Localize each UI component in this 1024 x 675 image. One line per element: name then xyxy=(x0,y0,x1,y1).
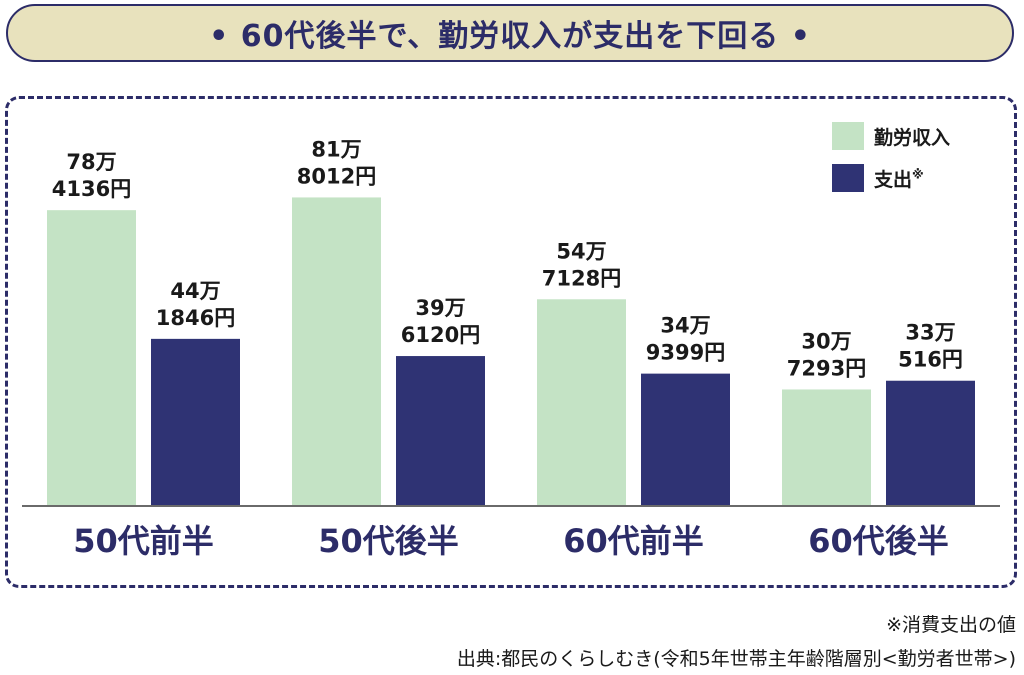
data-label-expense: 39万 xyxy=(415,296,465,320)
bar-chart: 78万 4136円 44万 1846円 50代前半 81万 8012円 39万 6120円 50代… xyxy=(22,137,1000,560)
data-label-income: 4136円 xyxy=(52,177,131,201)
legend-label-income: 勤労収入 xyxy=(874,126,951,149)
legend-item-expense: 支出※ xyxy=(832,164,950,192)
chart-title: • 60代後半で、勤労収入が支出を下回る • xyxy=(209,19,811,54)
bar-income xyxy=(47,210,136,506)
data-label-income: 54万 xyxy=(556,239,606,263)
category-label: 50代前半 xyxy=(73,522,214,560)
legend-item-income: 勤労収入 xyxy=(832,122,950,150)
data-label-expense: 516円 xyxy=(898,348,963,372)
legend-swatch-expense xyxy=(832,164,864,192)
bar-expense xyxy=(151,338,240,505)
data-label-income: 7128円 xyxy=(542,266,621,290)
data-label-income: 81万 xyxy=(311,137,361,161)
footnote: ※消費支出の値 xyxy=(886,614,1016,636)
data-label-income: 7293円 xyxy=(787,356,866,380)
category-label: 60代前半 xyxy=(563,522,704,560)
data-label-expense: 6120円 xyxy=(401,323,480,347)
legend-swatch-income xyxy=(832,122,864,150)
category-label: 50代後半 xyxy=(318,522,459,560)
data-label-expense: 34万 xyxy=(660,314,710,338)
category-label: 60代後半 xyxy=(808,522,949,560)
chart-frame xyxy=(5,96,1017,588)
legend: 勤労収入 支出※ xyxy=(832,122,950,206)
source-note: 出典:都民のくらしむき(令和5年世帯主年齢階層別<勤労者世帯>) xyxy=(456,648,1016,670)
bar-expense xyxy=(396,356,485,505)
data-label-expense: 1846円 xyxy=(156,306,235,330)
title-banner: • 60代後半で、勤労収入が支出を下回る • xyxy=(6,4,1014,62)
data-label-expense: 44万 xyxy=(170,279,220,303)
bar-expense xyxy=(886,380,975,505)
bar-income xyxy=(292,197,381,505)
data-label-expense: 33万 xyxy=(905,321,955,345)
bar-expense xyxy=(641,373,730,505)
data-label-income: 30万 xyxy=(801,329,851,353)
bar-income xyxy=(537,299,626,505)
legend-label-expense: 支出※ xyxy=(874,167,924,191)
data-label-expense: 9399円 xyxy=(646,341,725,365)
legend-note-mark: ※ xyxy=(912,167,924,182)
bar-income xyxy=(782,389,871,505)
data-label-income: 8012円 xyxy=(297,164,376,188)
data-label-income: 78万 xyxy=(66,150,116,174)
